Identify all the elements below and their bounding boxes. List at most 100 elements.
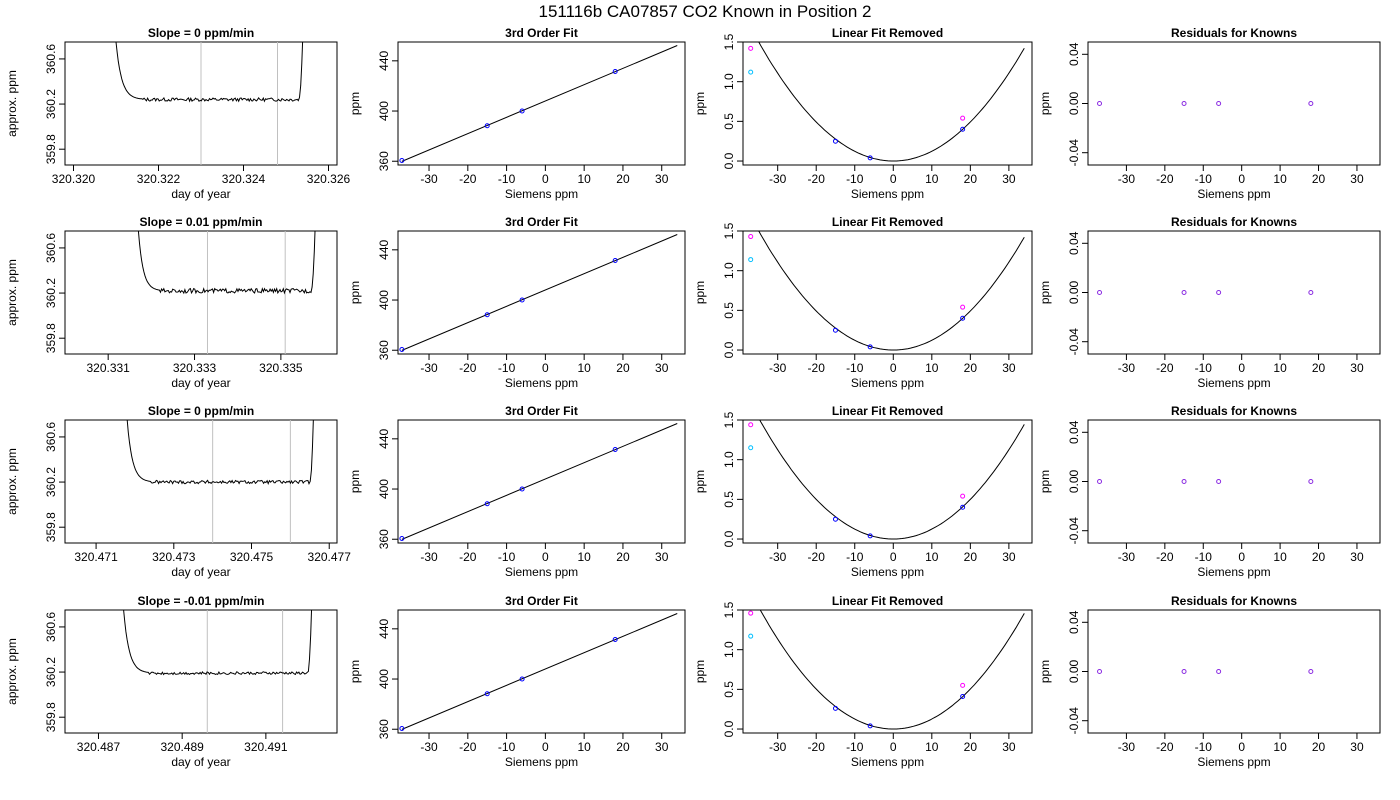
y-tick-label: 360 [377,151,391,171]
x-tick-label: 30 [1002,361,1016,375]
panel-r1c1: 3rd Order Fit Siemens ppm ppm -30 -20 -10 0 10 2… [348,215,686,390]
x-axis-label: Siemens ppm [505,565,578,579]
x-tick-label: 30 [655,550,669,564]
x-tick-label: 10 [925,172,939,186]
panel-r2c0: Slope = 0 ppm/min day of year approx. ppm 3… [5,404,351,579]
y-tick-label: 0.0 [722,720,736,737]
panel-title: Slope = 0.01 ppm/min [139,215,262,229]
x-axis-label: Siemens ppm [851,755,924,769]
x-tick-label: -20 [459,361,477,375]
x-tick-label: -20 [808,361,826,375]
x-tick-label: -20 [1156,172,1174,186]
data-point [612,68,618,74]
x-tick-label: -20 [1156,361,1174,375]
y-tick-label: 0.04 [1067,42,1081,66]
y-tick-label: 0.00 [1067,91,1081,115]
plot-area [123,610,313,733]
x-tick-label: 30 [1002,172,1016,186]
panel-r2c3: Residuals for Knowns Siemens ppm ppm -30 -20… [1038,404,1381,579]
panel-r0c0: Slope = 0 ppm/min day of year approx. ppm 3… [5,26,351,201]
plot-area [115,42,304,165]
x-tick-label: -30 [420,172,438,186]
cyan-point [748,69,754,75]
residual-point [1181,669,1187,674]
x-axis-label: Siemens ppm [851,565,924,579]
plot-area [399,234,678,352]
data-point [399,346,405,352]
blue-point [960,126,966,132]
analyzer-trace [126,420,314,485]
blue-point [960,504,966,510]
residual-curve [758,42,1025,162]
x-tick-label: 20 [1312,740,1326,754]
panel-r3c0: Slope = -0.01 ppm/min day of year approx. … [5,594,338,769]
x-axis-label: Siemens ppm [1197,565,1270,579]
cyan-point [748,257,754,263]
y-tick-label: 359.8 [44,512,58,542]
y-tick-label: 1.0 [722,641,736,658]
y-axis-label: ppm [693,470,707,493]
x-tick-label: 30 [655,172,669,186]
x-tick-label: 20 [616,172,630,186]
x-tick-label: 30 [1350,550,1364,564]
data-point [399,157,405,163]
residual-point [1308,101,1314,106]
fit-line [401,423,678,540]
x-axis-label: Siemens ppm [1197,187,1270,201]
panel-r0c3: Residuals for Knowns Siemens ppm ppm -30 -20… [1038,26,1381,201]
y-tick-label: 440 [377,50,391,70]
x-tick-label: 320.331 [86,361,130,375]
y-tick-label: 1.5 [722,601,736,618]
residual-point [1308,479,1314,484]
y-tick-label: 360 [377,529,391,549]
residual-curve [759,610,1025,730]
y-tick-label: -0.04 [1067,707,1081,735]
panel-title: 3rd Order Fit [505,215,578,229]
y-tick-label: 0.00 [1067,469,1081,493]
residual-curve [759,420,1025,540]
blue-point [832,138,838,144]
x-tick-label: 320.487 [77,740,121,754]
y-tick-label: 0.5 [722,491,736,508]
panel-title: Residuals for Knowns [1171,215,1297,229]
y-axis-label: ppm [1038,281,1052,304]
x-tick-label: -20 [1156,740,1174,754]
residual-point [1097,669,1103,674]
x-tick-label: 20 [1312,550,1326,564]
data-point [399,725,405,731]
x-tick-label: 20 [964,550,978,564]
blue-point [867,155,873,161]
y-tick-label: 360.6 [44,44,58,74]
x-tick-label: 320.477 [308,550,352,564]
x-tick-label: -10 [498,172,516,186]
x-tick-label: 20 [616,550,630,564]
x-tick-label: 0 [542,172,549,186]
y-tick-label: 360.6 [44,612,58,642]
x-tick-label: 20 [616,740,630,754]
x-tick-label: -20 [808,172,826,186]
residual-point [1097,101,1103,106]
y-axis-label: ppm [348,470,362,493]
plot-area [748,231,1025,351]
panel-title: 3rd Order Fit [505,26,578,40]
data-point [519,486,525,492]
plot-frame [397,41,686,166]
y-tick-label: 360.2 [44,467,58,497]
magenta-point [960,682,966,688]
plot-frame [64,419,338,544]
y-tick-label: 0.5 [722,302,736,319]
x-tick-label: 0 [1238,172,1245,186]
y-axis-label: ppm [1038,470,1052,493]
x-tick-label: 0 [890,740,897,754]
panel-r1c2: Linear Fit Removed Siemens ppm ppm -30 -20 -1… [693,215,1033,390]
x-tick-label: -30 [420,740,438,754]
panel-title: Slope = -0.01 ppm/min [137,594,264,608]
blue-point [867,344,873,350]
plot-area [1097,669,1314,674]
magenta-point [960,304,966,310]
plot-area [126,420,314,543]
panel-r2c1: 3rd Order Fit Siemens ppm ppm -30 -20 -10 0 10 2… [348,404,686,579]
plot-frame [1087,230,1381,355]
x-tick-label: -30 [769,740,787,754]
